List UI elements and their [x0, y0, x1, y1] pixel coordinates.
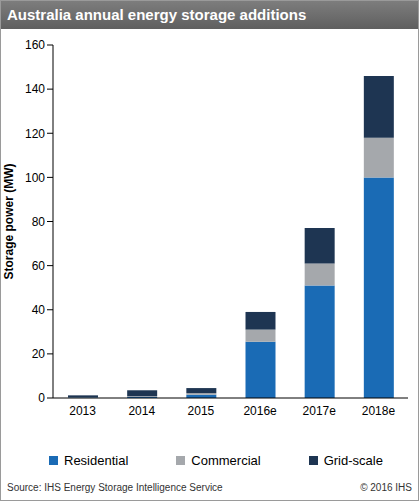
svg-text:160: 160 [25, 38, 45, 52]
svg-text:100: 100 [25, 171, 45, 185]
svg-text:0: 0 [38, 391, 45, 405]
svg-text:20: 20 [32, 347, 46, 361]
html-text:© 2016 IHS: © 2016 IHS [360, 482, 412, 493]
html-text:Australia annual energy storag: Australia annual energy storage addition… [7, 6, 307, 23]
svg-text:60: 60 [32, 259, 46, 273]
svg-text:40: 40 [32, 303, 46, 317]
svg-text:Storage power (MW): Storage power (MW) [8, 163, 16, 279]
html-text:Grid-scale: Grid-scale [323, 453, 383, 468]
html-text:Source: IHS Energy Storage Int: Source: IHS Energy Storage Intelligence … [7, 482, 223, 493]
svg-text:2018e: 2018e [362, 404, 396, 418]
svg-text:120: 120 [25, 127, 45, 141]
svg-text:2017e: 2017e [303, 404, 337, 418]
html-text:Residential: Residential [64, 453, 129, 468]
svg-text:140: 140 [25, 82, 45, 96]
svg-text:2015: 2015 [188, 404, 215, 418]
svg-text:2014: 2014 [128, 404, 155, 418]
svg-text:2013: 2013 [69, 404, 96, 418]
html-text:Commercial: Commercial [191, 453, 261, 468]
svg-text:2016e: 2016e [243, 404, 277, 418]
svg-text:80: 80 [32, 215, 46, 229]
